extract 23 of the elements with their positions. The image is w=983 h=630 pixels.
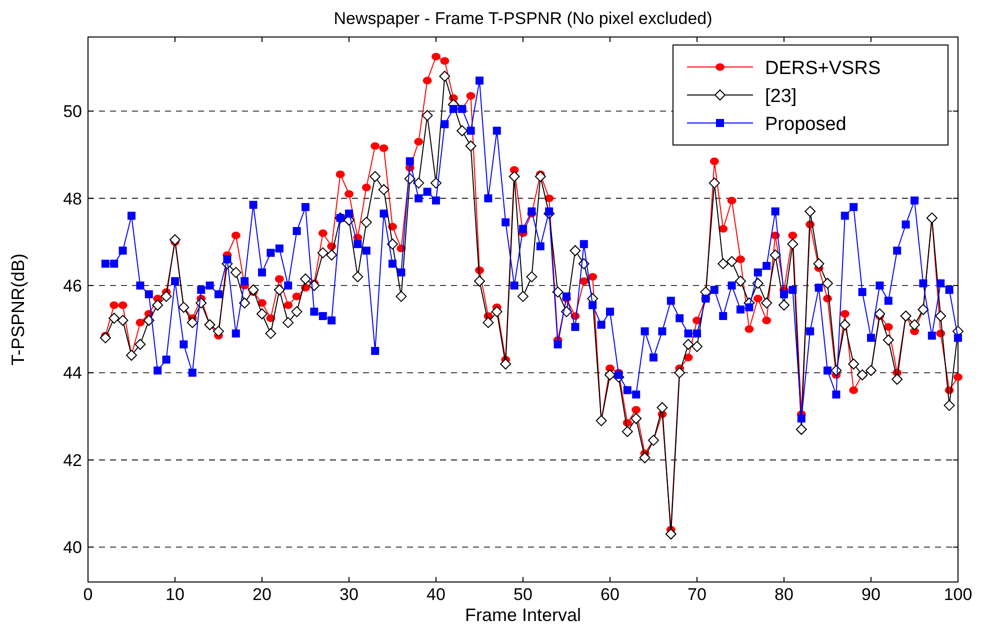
x-tick-label: 10 xyxy=(166,585,184,604)
x-tick-label: 90 xyxy=(862,585,880,604)
x-tick-label: 50 xyxy=(514,585,532,604)
x-tick-label: 60 xyxy=(600,585,620,604)
x-tick-label: 0 xyxy=(83,585,93,604)
legend-label: [23] xyxy=(765,86,797,107)
legend-label: Proposed xyxy=(765,114,846,135)
y-tick-label: 40 xyxy=(63,538,82,558)
x-tick-label: 80 xyxy=(774,585,794,604)
y-axis-title: T-PSPNR(dB) xyxy=(8,253,28,366)
x-tick-label: 30 xyxy=(340,585,358,604)
x-axis-title: Frame Interval xyxy=(464,605,582,625)
y-tick-label: 50 xyxy=(63,102,82,122)
y-tick-label: 44 xyxy=(63,364,82,383)
legend-label: DERS+VSRS xyxy=(765,58,881,79)
y-tick-label: 46 xyxy=(63,276,82,296)
y-tick-label: 42 xyxy=(63,450,82,470)
x-tick-label: 70 xyxy=(688,585,706,604)
y-tick-label: 48 xyxy=(63,189,82,208)
x-tick-label: 40 xyxy=(426,585,446,604)
x-tick-label: 100 xyxy=(944,585,972,604)
x-tick-label: 20 xyxy=(252,585,272,604)
chart-title: Newspaper - Frame T-PSPNR (No pixel excluded) xyxy=(334,9,712,28)
